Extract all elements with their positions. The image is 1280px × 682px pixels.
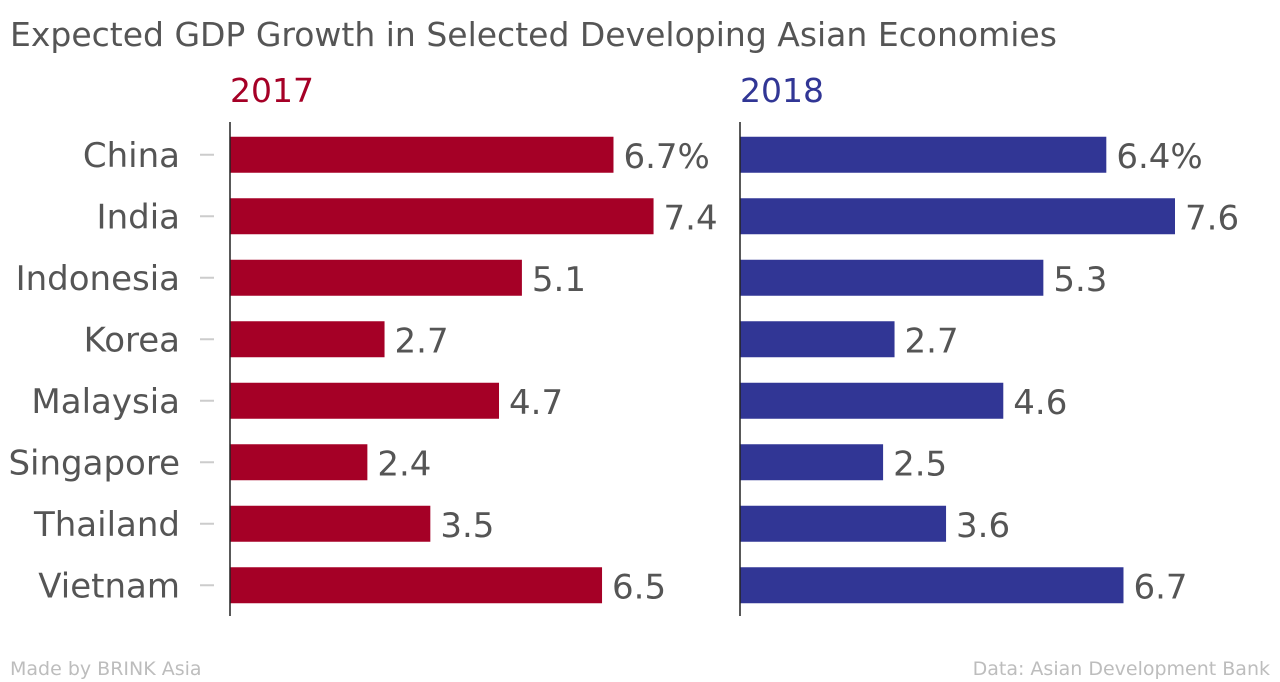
category-label: Korea — [84, 320, 180, 360]
category-label: Indonesia — [16, 259, 180, 299]
bar — [740, 198, 1175, 235]
value-label: 6.7% — [623, 137, 709, 177]
category-labels: China India Indonesia Korea Malaysia Singapor… — [8, 136, 214, 606]
bar — [740, 382, 1004, 419]
bar — [740, 505, 947, 542]
category-label: Singapore — [8, 443, 180, 483]
panel-2018: 2018 6.4% 7.6 5.3 2.7 4.6 2.53.6 6.7 — [739, 71, 1239, 616]
value-label: 6.4% — [1116, 137, 1202, 177]
panel-title: 2018 — [740, 71, 824, 110]
value-label: 2.4 — [377, 444, 431, 484]
bar — [230, 259, 522, 296]
value-label: 5.1 — [532, 260, 586, 300]
value-label: 6.5 — [612, 567, 666, 607]
value-label: 6.7 — [1133, 567, 1187, 607]
bar — [230, 567, 603, 604]
panel-title: 2017 — [230, 71, 314, 110]
chart-panels: 2017 6.7% 7.4 5.1 2.7 4.7 2.43.5 6.5 2018 6.4% 7.6… — [229, 71, 1239, 616]
panel-2017: 2017 6.7% 7.4 5.1 2.7 4.7 2.43.5 6.5 — [229, 71, 718, 616]
bar — [740, 321, 895, 358]
value-label: 2.7 — [905, 321, 959, 361]
bar — [230, 198, 654, 235]
category-label: Vietnam — [38, 566, 180, 606]
value-label: 3.6 — [956, 506, 1010, 546]
category-label: Thailand — [33, 505, 180, 545]
bar — [230, 505, 431, 542]
footer-source: Data: Asian Development Bank — [973, 658, 1270, 680]
bar — [230, 382, 500, 419]
category-label: China — [83, 136, 180, 176]
value-label: 7.6 — [1185, 198, 1239, 238]
bar — [230, 444, 368, 481]
bar — [740, 444, 884, 481]
value-label: 3.5 — [440, 506, 494, 546]
bar — [740, 136, 1107, 173]
bar — [230, 136, 614, 173]
value-label: 2.5 — [893, 444, 947, 484]
value-label: 2.7 — [395, 321, 449, 361]
bar — [230, 321, 385, 358]
value-label: 5.3 — [1053, 260, 1107, 300]
category-label: India — [97, 197, 180, 237]
bar — [740, 567, 1124, 604]
value-label: 4.7 — [509, 383, 563, 423]
category-label: Malaysia — [31, 382, 180, 422]
value-label: 4.6 — [1013, 383, 1067, 423]
footer-credit: Made by BRINK Asia — [10, 658, 202, 680]
value-label: 7.4 — [664, 198, 718, 238]
bar — [740, 259, 1044, 296]
chart-title: Expected GDP Growth in Selected Developi… — [10, 15, 1057, 54]
